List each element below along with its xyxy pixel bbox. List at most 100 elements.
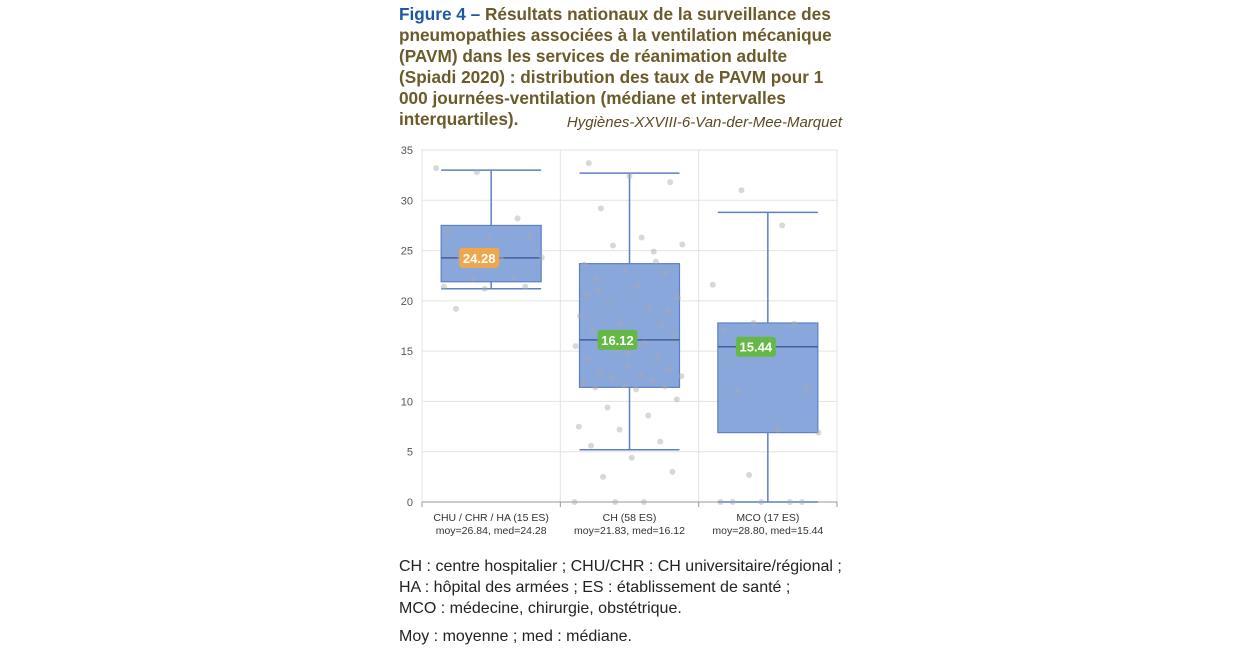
credit-line: Hygiènes-XXVIII-6-Van-der-Mee-Marquet [566,114,842,131]
figure-caption: Figure 4 – Résultats nationaux de la sur… [399,4,844,130]
data-point [522,283,529,290]
data-point [650,248,657,255]
data-point [514,215,521,222]
data-point [641,340,648,347]
x-category-sublabel: moy=28.80, med=15.44 [712,525,823,537]
data-point [577,312,583,319]
data-point [638,234,645,241]
box-plot-chart: 0 5 10 15 20 25 30 35 24.28 CHU / CHR / HA (15 ES… [401,145,838,537]
data-point [669,468,676,475]
data-point [661,383,668,390]
data-point [633,386,640,393]
data-point [526,232,533,239]
data-point [621,382,627,389]
data-point [604,404,611,411]
data-point [645,412,652,419]
median-badge-label: 24.28 [463,251,496,266]
legend-line-1: CH : centre hospitalier ; CHU/CHR : CH u… [399,558,842,575]
data-point [637,372,644,379]
figure-label: Figure 4 – [399,4,481,24]
data-point [538,254,545,261]
y-tick-label: 20 [401,296,413,308]
data-point [779,222,786,229]
data-point [610,242,616,249]
data-point [584,356,591,363]
data-point [600,473,607,480]
data-point [665,307,671,314]
data-point [625,363,632,370]
data-point [649,377,656,384]
median-badge [735,336,776,357]
data-point [721,327,728,334]
data-point [571,499,578,505]
iqr-box [440,224,542,283]
y-tick-label: 30 [401,195,413,207]
data-point [595,287,602,294]
data-point [791,320,798,327]
median-badge-label: 16.12 [601,333,634,348]
data-point [498,255,505,262]
data-point [440,283,447,290]
x-category-sublabel: moy=26.84, med=24.28 [436,525,547,537]
legend-line-3: MCO : médecine, chirurgie, obstétrique. [399,600,682,617]
data-point [583,291,590,298]
data-point [581,261,588,268]
data-point [667,179,674,186]
data-point [750,319,757,326]
y-tick-label: 0 [407,497,413,509]
data-point [678,373,685,380]
data-point [666,366,673,373]
data-point [592,384,599,391]
data-point [657,438,664,445]
box-group: 24.28 CHU / CHR / HA (15 ES)moy=26.84, me… [433,165,549,537]
data-point [628,454,635,461]
x-category-label: CHU / CHR / HA (15 ES) [433,512,549,524]
x-category-label: CH (58 ES) [603,512,657,524]
data-point [717,499,724,505]
data-point [640,499,647,505]
data-point [746,471,753,478]
data-point [616,426,623,433]
data-point [593,275,600,282]
data-point [597,205,604,212]
data-point [481,285,488,292]
figure-caption-text: Résultats nationaux de la surveillance d… [399,4,832,129]
iqr-box [578,263,681,388]
data-point [617,320,624,327]
data-point [608,375,615,382]
median-badge [459,247,500,268]
data-point [485,233,492,240]
data-point [774,426,781,433]
data-point [803,385,810,392]
data-point [673,396,680,403]
data-point [734,387,741,394]
data-point [572,343,579,350]
data-point [605,300,612,307]
legend-line-2: HA : hôpital des armées ; ES : établisse… [399,579,791,596]
data-point [658,321,665,328]
data-point [654,354,660,361]
y-tick-label: 15 [401,346,413,358]
data-point [612,499,619,505]
data-point [674,294,681,301]
data-point [580,380,587,387]
data-point [473,169,480,176]
data-point [452,305,459,312]
data-point [445,228,452,235]
data-point [596,370,603,377]
data-point [652,258,659,265]
data-point [585,160,592,167]
data-point [510,274,517,281]
data-point [433,165,440,172]
data-point [624,350,631,357]
abbreviations-legend: CH : centre hospitalier ; CHU/CHR : CH u… [399,556,959,647]
data-point [626,173,633,180]
data-point [662,269,669,276]
data-point [679,241,686,248]
x-category-label: MCO (17 ES) [736,512,799,524]
y-tick-label: 35 [401,145,413,157]
data-point [589,327,596,334]
data-point [798,499,805,505]
y-tick-label: 10 [401,396,413,408]
data-point [670,333,677,340]
